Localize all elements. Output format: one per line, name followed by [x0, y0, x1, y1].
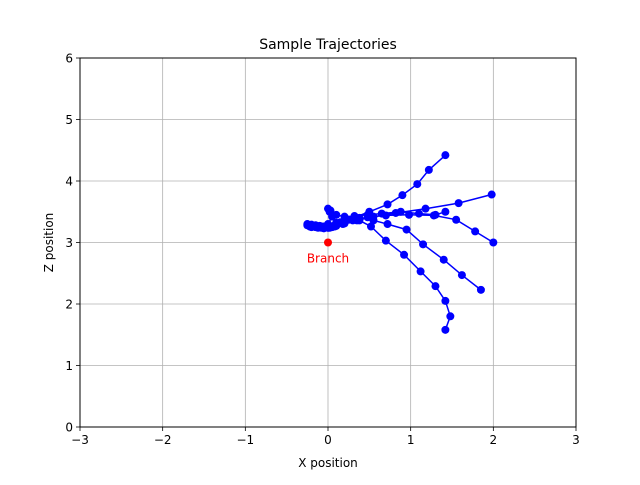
branch-point-marker — [324, 238, 332, 247]
trajectory-point — [441, 296, 450, 305]
trajectory-point — [363, 210, 372, 219]
y-tick-label: 4 — [65, 175, 73, 189]
trajectory-point — [431, 282, 440, 291]
trajectory-point — [439, 255, 448, 264]
trajectory-point — [489, 238, 498, 247]
trajectory-point — [424, 165, 433, 174]
trajectory-point — [402, 225, 411, 234]
trajectory-point — [419, 240, 428, 249]
x-tick-label: −2 — [154, 433, 172, 447]
trajectory-point — [476, 285, 485, 294]
trajectory-point — [446, 312, 455, 321]
trajectory-point — [381, 236, 390, 245]
trajectory-point — [413, 180, 422, 189]
trajectory-point — [311, 222, 320, 231]
y-tick-label: 5 — [65, 113, 73, 127]
chart-title: Sample Trajectories — [259, 37, 397, 53]
trajectory-point — [383, 200, 392, 209]
x-tick-label: 1 — [407, 433, 415, 447]
trajectory-point — [421, 204, 430, 213]
x-tick-label: −3 — [71, 433, 89, 447]
trajectory-point — [431, 210, 440, 219]
trajectory-point — [324, 220, 332, 229]
x-tick-label: 2 — [490, 433, 498, 447]
trajectory-series — [311, 204, 450, 231]
trajectory-line — [315, 208, 446, 228]
trajectory-point — [441, 325, 450, 334]
trajectory-point — [398, 191, 407, 200]
trajectory-point — [441, 207, 450, 216]
x-tick-label: −1 — [236, 433, 254, 447]
trajectory-point — [396, 207, 405, 216]
trajectory-point — [454, 199, 463, 208]
trajectory-point — [471, 227, 480, 236]
trajectory-point — [340, 212, 349, 221]
y-tick-label: 3 — [65, 236, 73, 250]
trajectory-point — [414, 209, 423, 218]
trajectory-point — [452, 215, 461, 224]
trajectory-point — [377, 209, 386, 218]
trajectory-point — [317, 222, 326, 231]
trajectory-point — [487, 190, 496, 199]
trajectory-point — [366, 222, 375, 231]
trajectory-point — [383, 220, 392, 229]
trajectory-point — [325, 207, 334, 216]
tick-layer: −3 −2 −1 0 1 2 3 0 1 2 3 4 5 6 Branch — [65, 52, 579, 448]
branch-label: Branch — [307, 252, 349, 266]
trajectory-point — [457, 271, 466, 280]
trajectory-point — [441, 151, 450, 160]
x-tick-label: 3 — [572, 433, 580, 447]
series-layer — [303, 151, 498, 334]
trajectory-point — [416, 267, 425, 276]
y-tick-label: 0 — [65, 421, 73, 435]
trajectory-point — [350, 212, 359, 221]
trajectory-point — [332, 210, 341, 219]
trajectory-point — [369, 216, 378, 225]
y-axis-label: Z position — [42, 213, 56, 273]
x-axis-label: X position — [298, 456, 358, 470]
y-tick-label: 2 — [65, 298, 73, 312]
trajectory-point — [332, 218, 341, 227]
x-tick-label: 0 — [324, 433, 332, 447]
y-tick-label: 6 — [65, 52, 73, 66]
y-tick-label: 1 — [65, 359, 73, 373]
trajectory-point — [400, 250, 409, 259]
